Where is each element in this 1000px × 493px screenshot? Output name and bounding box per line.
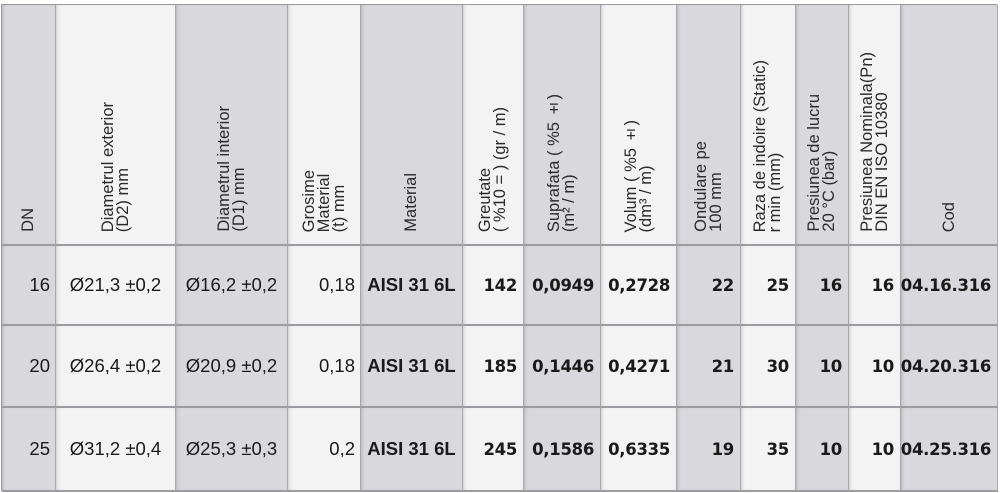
header-label: Suprafata ( %5 ±) (m² / m) bbox=[545, 93, 578, 232]
header-material-thickness: Grosime Material (t) mm bbox=[288, 5, 361, 246]
header-code: Cod bbox=[901, 5, 998, 246]
header-inner-diameter: Diametrul interior (D1) mm bbox=[176, 5, 288, 246]
cell-material: AISI 31 6L bbox=[361, 246, 463, 326]
cell-material: AISI 31 6L bbox=[361, 326, 463, 408]
cell-outer-diameter: Ø21,3 ±0,2 bbox=[56, 246, 176, 326]
cell-weight: 142 bbox=[463, 246, 524, 326]
cell-nominal-pressure: 16 bbox=[849, 246, 901, 326]
header-corrugations: Ondulare pe 100 mm bbox=[677, 5, 741, 246]
cell-corrugations: 19 bbox=[677, 408, 741, 492]
cell-bend-radius: 35 bbox=[741, 408, 796, 492]
header-label: Cod bbox=[939, 201, 958, 232]
cell-code: 04.20.316 bbox=[901, 326, 998, 408]
cell-nominal-pressure: 10 bbox=[849, 408, 901, 492]
cell-volume: 0,4271 bbox=[601, 326, 677, 408]
cell-working-pressure: 16 bbox=[796, 246, 849, 326]
cell-outer-diameter: Ø31,2 ±0,4 bbox=[56, 408, 176, 492]
cell-volume: 0,2728 bbox=[601, 246, 677, 326]
cell-weight: 245 bbox=[463, 408, 524, 492]
header-surface: Suprafata ( %5 ±) (m² / m) bbox=[524, 5, 601, 246]
header-label: Presiunea de lucru 20 °C (bar) bbox=[805, 94, 838, 232]
cell-volume: 0,6335 bbox=[601, 408, 677, 492]
cell-code: 04.16.316 bbox=[901, 246, 998, 326]
cell-inner-diameter: Ø16,2 ±0,2 bbox=[176, 246, 288, 326]
cell-material-thickness: 0,18 bbox=[288, 326, 361, 408]
cell-bend-radius: 30 bbox=[741, 326, 796, 408]
header-label: Diametrul interior (D1) mm bbox=[214, 106, 248, 232]
header-dn: DN bbox=[2, 5, 56, 246]
cell-inner-diameter: Ø25,3 ±0,3 bbox=[176, 408, 288, 492]
header-material: Material bbox=[361, 5, 463, 246]
header-label: Greutate ( %10 = ) (gr / m) bbox=[476, 106, 509, 232]
cell-material-thickness: 0,18 bbox=[288, 246, 361, 326]
header-label: Volum ( %5 ±) (dm³ / m) bbox=[621, 119, 655, 232]
cell-dn: 20 bbox=[2, 326, 56, 408]
header-label: Diametrul exterior (D2) mm bbox=[98, 101, 132, 232]
cell-corrugations: 22 bbox=[677, 246, 741, 326]
cell-material-thickness: 0,2 bbox=[288, 408, 361, 492]
header-nominal-pressure: Presiunea Nominala(Pn) DIN EN ISO 10380 bbox=[849, 5, 901, 246]
cell-working-pressure: 10 bbox=[796, 326, 849, 408]
header-working-pressure: Presiunea de lucru 20 °C (bar) bbox=[796, 5, 849, 246]
cell-surface: 0,1446 bbox=[524, 326, 601, 408]
header-label: DN bbox=[19, 208, 37, 232]
cell-material: AISI 31 6L bbox=[361, 408, 463, 492]
cell-nominal-pressure: 10 bbox=[849, 326, 901, 408]
header-weight: Greutate ( %10 = ) (gr / m) bbox=[463, 5, 524, 246]
cell-corrugations: 21 bbox=[677, 326, 741, 408]
cell-code: 04.25.316 bbox=[901, 408, 998, 492]
cell-surface: 0,0949 bbox=[524, 246, 601, 326]
header-label: Raza de indoire (Static) r min (mm) bbox=[751, 59, 784, 232]
cell-dn: 16 bbox=[2, 246, 56, 326]
header-label: Presiunea Nominala(Pn) DIN EN ISO 10380 bbox=[857, 52, 891, 232]
cell-dn: 25 bbox=[2, 408, 56, 492]
cell-inner-diameter: Ø20,9 ±0,2 bbox=[176, 326, 288, 408]
header-volume: Volum ( %5 ±) (dm³ / m) bbox=[601, 5, 677, 246]
header-label: Ondulare pe 100 mm bbox=[691, 141, 725, 232]
header-bend-radius: Raza de indoire (Static) r min (mm) bbox=[741, 5, 796, 246]
cell-working-pressure: 10 bbox=[796, 408, 849, 492]
header-outer-diameter: Diametrul exterior (D2) mm bbox=[56, 5, 176, 246]
cell-bend-radius: 25 bbox=[741, 246, 796, 326]
cell-surface: 0,1586 bbox=[524, 408, 601, 492]
cell-outer-diameter: Ø26,4 ±0,2 bbox=[56, 326, 176, 408]
pipe-spec-table: DN Diametrul exterior (D2) mm Diametrul in… bbox=[1, 4, 998, 492]
header-label: Material bbox=[402, 173, 420, 232]
cell-weight: 185 bbox=[463, 326, 524, 408]
header-label: Grosime Material (t) mm bbox=[299, 169, 348, 232]
